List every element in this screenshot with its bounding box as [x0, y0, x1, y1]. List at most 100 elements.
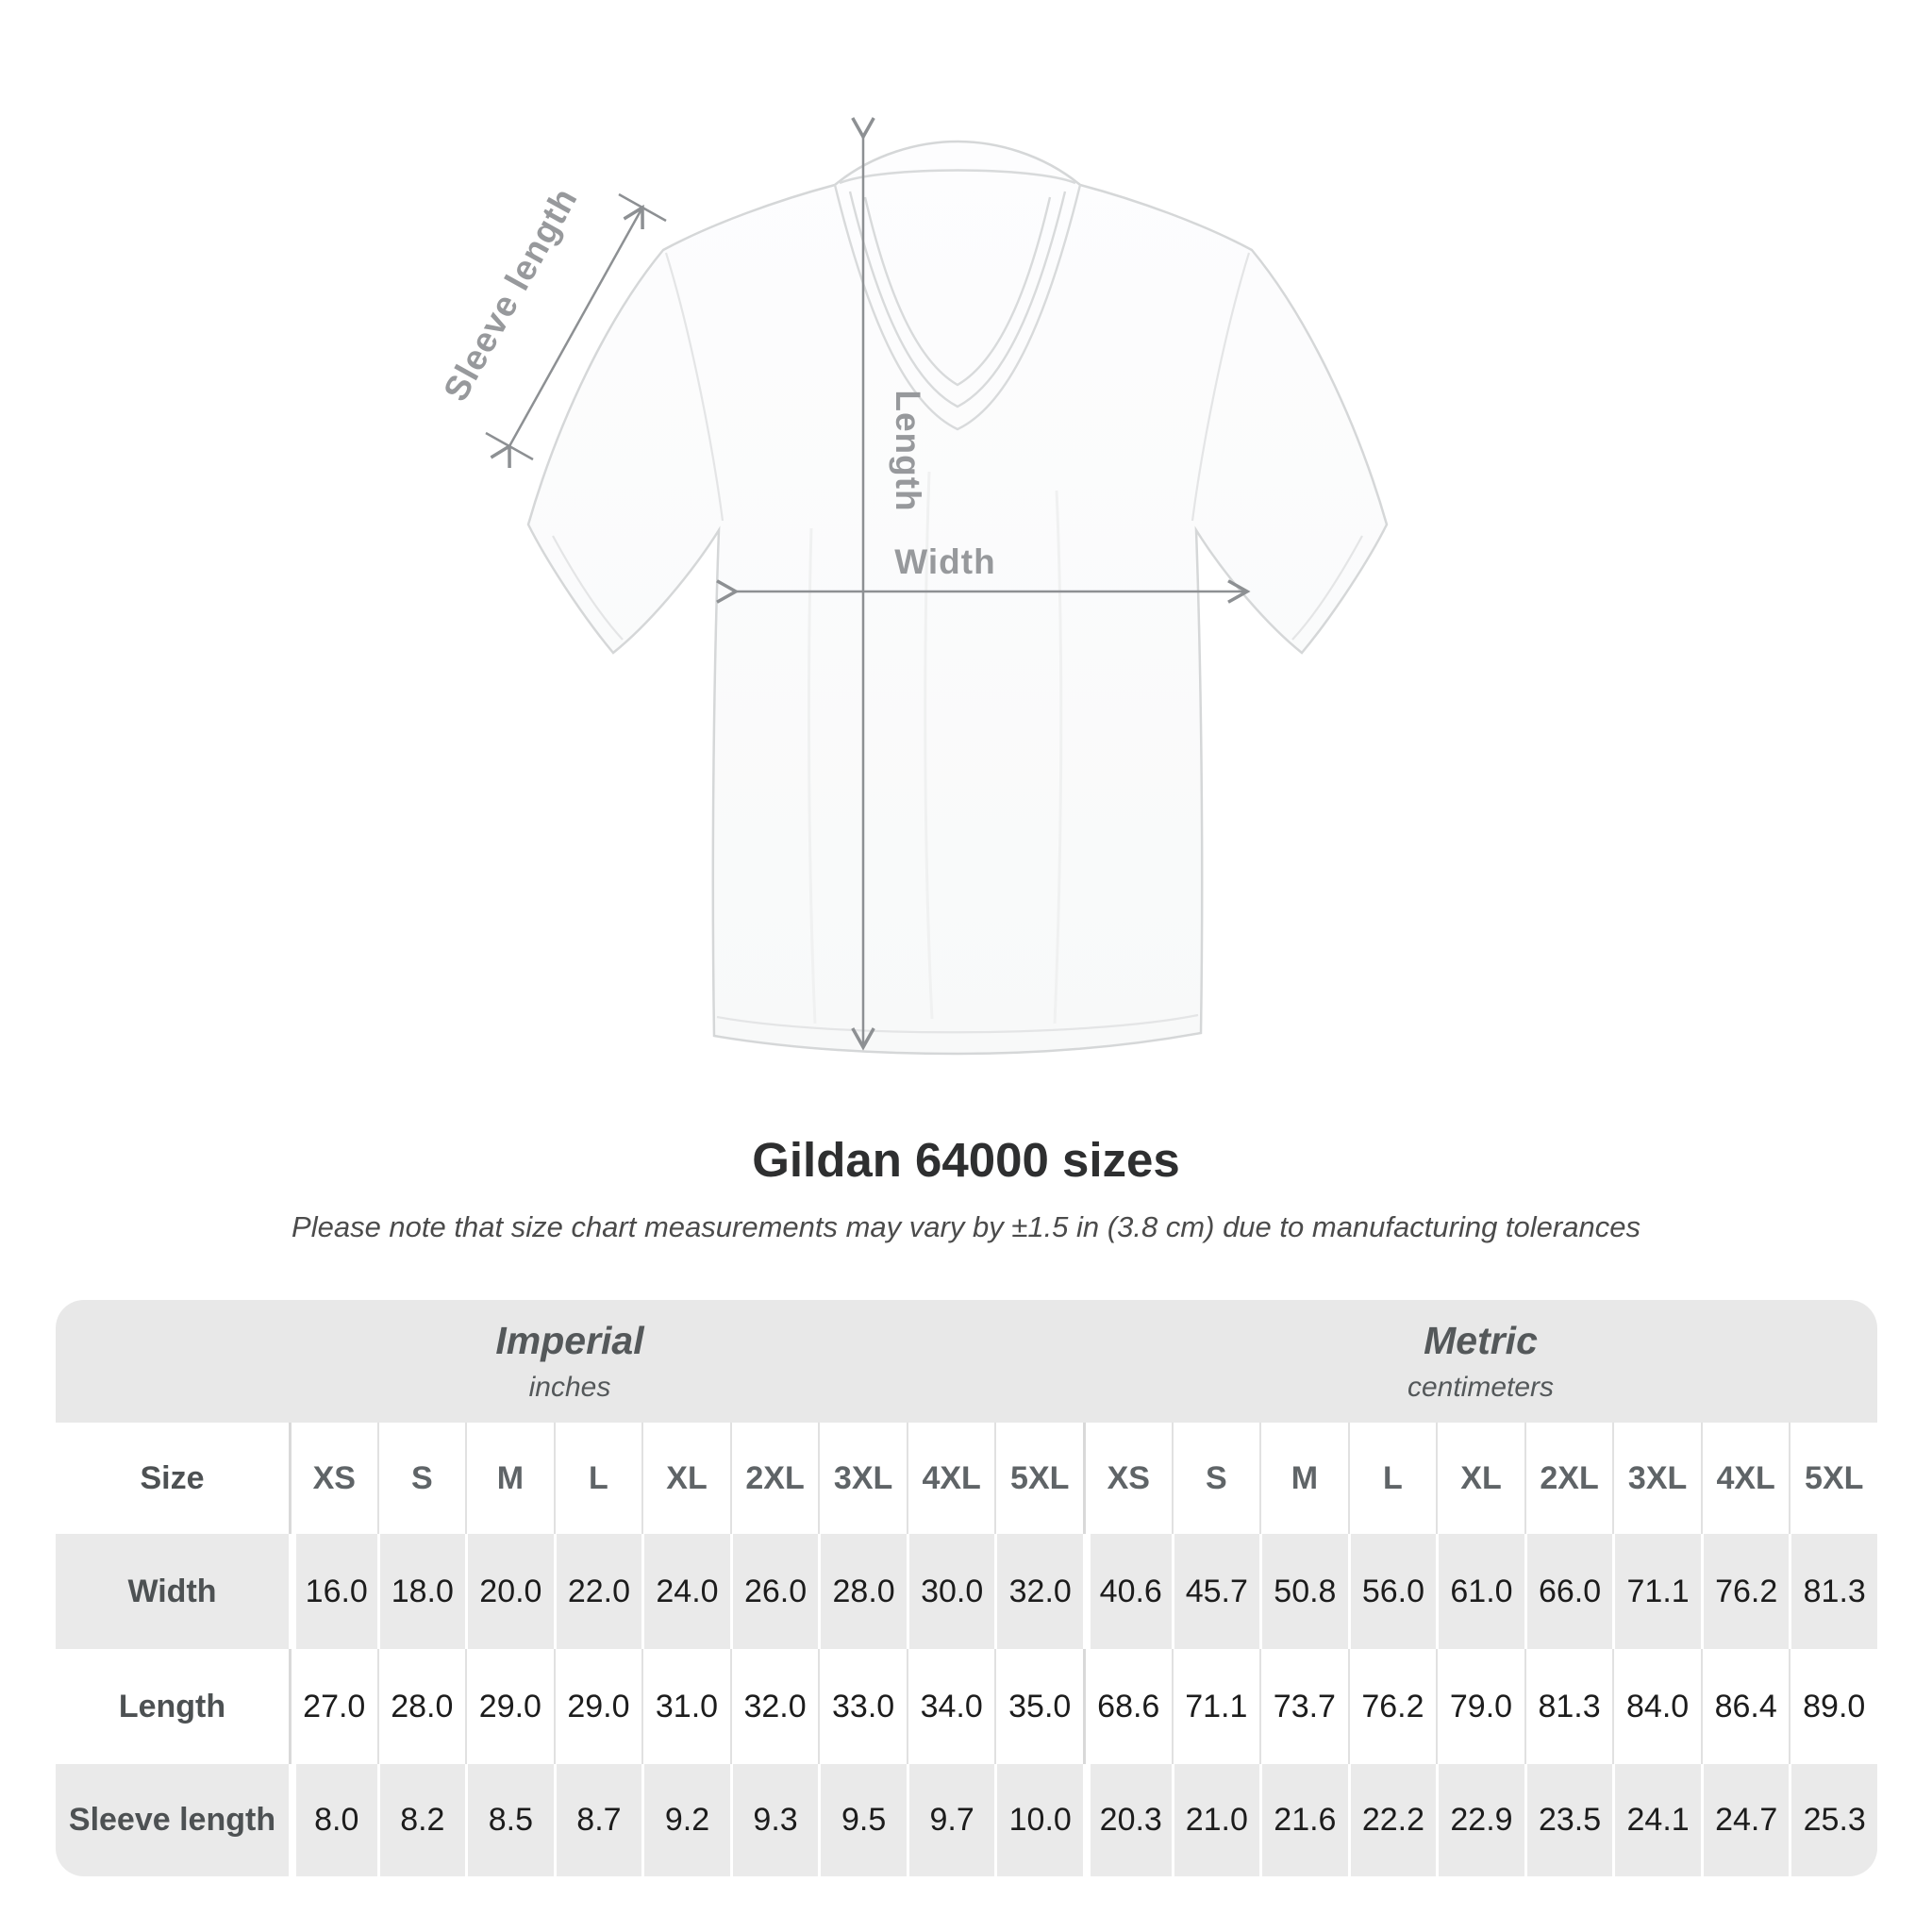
measurement-cell: 21.6: [1259, 1764, 1348, 1876]
measurement-cell: 66.0: [1524, 1534, 1613, 1649]
tshirt-wrinkle-line: [1053, 490, 1063, 1024]
measurement-cell: 22.2: [1347, 1764, 1437, 1876]
size-header-row: Size XS S M L XL 2XL 3XL 4XL 5XL XS S M L XL 2XL 3XL 4XL 5…: [56, 1423, 1877, 1534]
measurement-row: Width 16.0 18.0 20.0 22.0 24.0 26.0 28.0 30.0 32.…: [56, 1534, 1877, 1649]
collar-ribbing: [863, 196, 1052, 387]
measurement-cell: 73.7: [1259, 1649, 1348, 1764]
measurement-cell: 32.0: [729, 1649, 819, 1764]
measurement-cell: 31.0: [641, 1649, 730, 1764]
size-header-cell: 3XL: [818, 1423, 907, 1534]
size-table-rows: Size XS S M L XL 2XL 3XL 4XL 5XL XS S M L XL 2XL 3XL 4XL 5…: [56, 1423, 1877, 1876]
size-header-cell: XS: [1083, 1423, 1172, 1534]
measurement-cell: 9.2: [641, 1764, 730, 1876]
measurement-cell: 30.0: [906, 1534, 995, 1649]
sleeve-arrow-end-tick: [618, 192, 667, 223]
measurement-cell: 32.0: [994, 1534, 1083, 1649]
size-header-cell: L: [553, 1423, 642, 1534]
measurement-cell: 50.8: [1259, 1534, 1348, 1649]
length-label: Length: [889, 390, 927, 511]
size-header-cell: M: [465, 1423, 554, 1534]
sleeve-length-arrow: [509, 208, 642, 446]
metric-header-unit: centimeters: [1407, 1372, 1555, 1403]
measurement-row: Sleeve length 8.0 8.2 8.5 8.7 9.2 9.3 9.5 9.7 10.…: [56, 1764, 1877, 1876]
measurement-cell: 24.1: [1612, 1764, 1701, 1876]
measurement-cell: 56.0: [1347, 1534, 1437, 1649]
measurement-cell: 76.2: [1347, 1649, 1437, 1764]
unit-header-band: Imperial inches Metric centimeters: [56, 1300, 1877, 1423]
measurement-cell: 9.5: [818, 1764, 907, 1876]
measurement-label: Width: [56, 1534, 289, 1649]
sleeve-length-label: Sleeve length: [436, 181, 585, 408]
measurement-cell: 26.0: [729, 1534, 819, 1649]
tshirt-wrinkle-line: [924, 471, 934, 1020]
measurement-cell: 8.7: [553, 1764, 642, 1876]
sleeve-arrow-end-tick: [485, 431, 534, 461]
measurement-cell: 28.0: [818, 1534, 907, 1649]
size-header-cell: S: [376, 1423, 466, 1534]
measurement-cell: 33.0: [818, 1649, 907, 1764]
measurement-cell: 79.0: [1436, 1649, 1524, 1764]
measurement-cell: 16.0: [289, 1534, 377, 1649]
size-header-cell: XL: [641, 1423, 730, 1534]
size-header-label: Size: [56, 1423, 289, 1534]
size-header-cell: 5XL: [994, 1423, 1083, 1534]
measurement-cell: 34.0: [906, 1649, 995, 1764]
measurement-cell: 10.0: [994, 1764, 1083, 1876]
tshirt-measurement-diagram: Sleeve length Length Width: [436, 0, 1389, 1056]
hem-seam: [716, 1013, 1199, 1034]
measurement-cell: 9.3: [729, 1764, 819, 1876]
measurement-cell: 27.0: [289, 1649, 377, 1764]
measurement-cell: 20.0: [465, 1534, 554, 1649]
measurement-cell: 76.2: [1700, 1534, 1790, 1649]
measurement-cell: 35.0: [994, 1649, 1083, 1764]
measurement-cell: 84.0: [1612, 1649, 1701, 1764]
measurement-cell: 86.4: [1700, 1649, 1790, 1764]
measurement-cell: 22.9: [1436, 1764, 1524, 1876]
width-label: Width: [894, 542, 995, 581]
measurement-cell: 71.1: [1612, 1534, 1701, 1649]
measurement-cell: 29.0: [553, 1649, 642, 1764]
tshirt-body-shape: [526, 140, 1389, 1056]
measurement-cell: 9.7: [906, 1764, 995, 1876]
page-subtitle: Please note that size chart measurements…: [291, 1210, 1641, 1243]
size-header-cell: 3XL: [1612, 1423, 1701, 1534]
measurement-cell: 20.3: [1083, 1764, 1172, 1876]
size-header-cell: 4XL: [906, 1423, 995, 1534]
size-header-cell: 2XL: [1524, 1423, 1613, 1534]
measurement-arrows: [485, 137, 1247, 1047]
tshirt-graphic: [526, 140, 1389, 1056]
measurement-cell: 71.1: [1171, 1649, 1260, 1764]
measurement-cell: 8.0: [289, 1764, 377, 1876]
shoulder-seam-right: [1191, 252, 1251, 522]
measurement-cell: 22.0: [553, 1534, 642, 1649]
imperial-header-unit: inches: [528, 1372, 611, 1403]
measurement-cell: 8.5: [465, 1764, 554, 1876]
measurement-cell: 45.7: [1171, 1534, 1260, 1649]
measurement-cell: 89.0: [1789, 1649, 1877, 1764]
size-table: Imperial inches Metric centimeters Size X…: [56, 1300, 1877, 1876]
measurement-cell: 29.0: [465, 1649, 554, 1764]
imperial-header-title: Imperial: [495, 1319, 644, 1362]
size-header-cell: L: [1347, 1423, 1437, 1534]
measurement-label: Length: [56, 1649, 289, 1764]
measurement-cell: 18.0: [376, 1534, 466, 1649]
cuff-seam-left: [552, 535, 624, 641]
size-header-cell: 2XL: [729, 1423, 819, 1534]
measurement-cell: 81.3: [1524, 1649, 1613, 1764]
metric-header: Metric centimeters: [1084, 1300, 1877, 1423]
measurement-cell: 25.3: [1789, 1764, 1877, 1876]
shoulder-seam-left: [664, 252, 724, 522]
size-header-cell: XL: [1436, 1423, 1524, 1534]
measurement-cell: 61.0: [1436, 1534, 1524, 1649]
size-header-cell: XS: [289, 1423, 377, 1534]
imperial-header: Imperial inches: [56, 1300, 1084, 1423]
measurement-cell: 24.0: [641, 1534, 730, 1649]
size-header-cell: 4XL: [1700, 1423, 1790, 1534]
measurement-cell: 24.7: [1700, 1764, 1790, 1876]
size-header-cell: M: [1259, 1423, 1348, 1534]
page-title: Gildan 64000 sizes: [752, 1133, 1180, 1187]
collar-ribbing: [848, 191, 1067, 408]
measurement-cell: 68.6: [1083, 1649, 1172, 1764]
measurement-cell: 21.0: [1171, 1764, 1260, 1876]
measurement-cell: 28.0: [376, 1649, 466, 1764]
